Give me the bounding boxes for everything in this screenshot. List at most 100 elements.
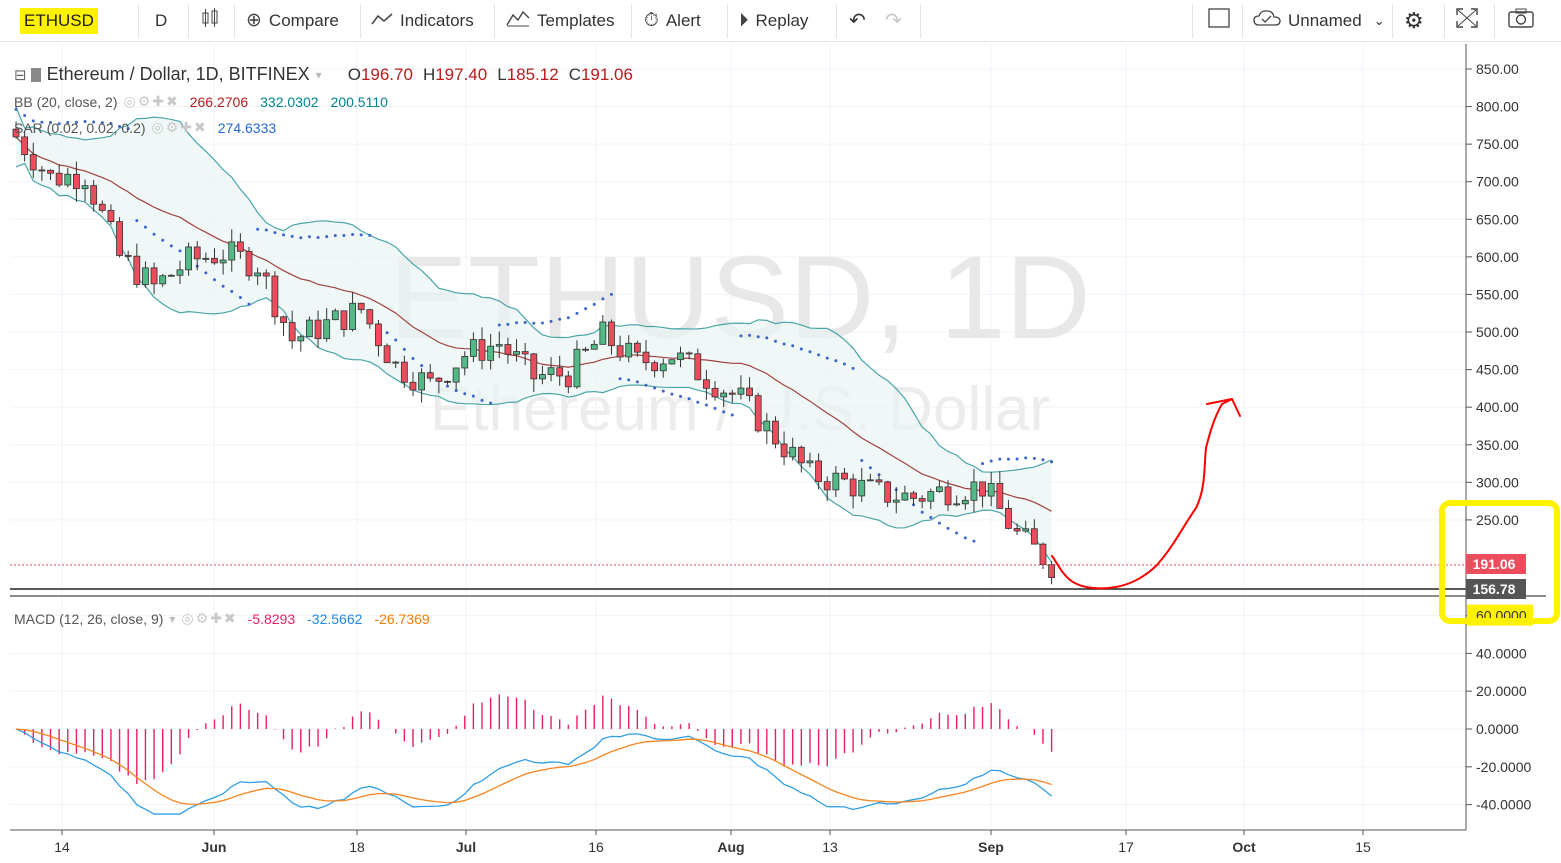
chart-style-button[interactable] — [200, 0, 227, 41]
layout-menu-button[interactable]: Unnamed ⌄ — [1253, 0, 1385, 41]
snapshot-button[interactable] — [1508, 0, 1534, 41]
candle — [582, 346, 589, 352]
fullscreen-button[interactable] — [1208, 0, 1230, 41]
candle — [21, 130, 29, 162]
candle — [979, 481, 986, 508]
sar-dot — [817, 353, 821, 357]
settings-button[interactable]: ⚙ — [1404, 0, 1424, 41]
candle — [150, 262, 158, 295]
ohlc-open: O196.70 — [347, 64, 413, 84]
sar-dot — [273, 231, 277, 235]
candle — [133, 243, 141, 288]
macd-menu-chevron-icon[interactable]: ▾ — [169, 611, 176, 626]
replay-button[interactable]: ⏵ Replay — [739, 0, 808, 41]
undo-button[interactable]: ↶ — [849, 0, 866, 41]
symbol-flag-icon — [30, 67, 41, 82]
candle — [107, 204, 115, 225]
price-tick-label: 550.00 — [1476, 286, 1519, 302]
bb-legend-buttons-icon[interactable]: ◎⚙✚✖ — [123, 93, 180, 109]
compare-label: Compare — [268, 10, 339, 30]
expand-button[interactable] — [1456, 0, 1478, 41]
candle — [262, 269, 270, 289]
interval-button[interactable]: D — [155, 0, 167, 41]
sar-legend-buttons-icon[interactable]: ◎⚙✚✖ — [151, 119, 208, 135]
candle — [987, 471, 995, 507]
templates-button[interactable]: Templates — [506, 0, 614, 41]
ohlc-high: H197.40 — [422, 64, 488, 84]
bb-legend[interactable]: BB (20, close, 2) ◎⚙✚✖ 266.2706 332.0302… — [14, 93, 388, 110]
sar-dot — [981, 462, 985, 466]
candle — [495, 331, 503, 359]
candle — [944, 480, 952, 512]
symbol-search[interactable]: ETHUSD — [20, 0, 98, 41]
candle — [754, 392, 762, 433]
macd-legend[interactable]: MACD (12, 26, close, 9) ▾ ◎⚙✚✖ -5.8293 -… — [14, 610, 430, 627]
candle — [970, 468, 978, 513]
redo-button[interactable]: ↷ — [885, 0, 902, 41]
sar-dot — [661, 389, 665, 393]
sar-dot — [748, 333, 752, 337]
forecast-arrow-drawing[interactable] — [1051, 398, 1241, 590]
price-axis[interactable]: 850.00 800.00 750.00 700.00 650.00 600.00 550.… — [1466, 61, 1519, 528]
sar-dot — [212, 278, 216, 282]
candle — [116, 217, 123, 258]
sar-dot — [204, 271, 208, 275]
ohlc-close: C191.06 — [568, 64, 633, 84]
candle — [780, 431, 788, 466]
candle — [280, 315, 287, 336]
candle — [772, 416, 779, 449]
sar-dot — [609, 292, 613, 296]
candle — [642, 340, 650, 371]
sar-dot — [420, 364, 424, 368]
candle — [193, 241, 201, 271]
candle — [866, 473, 874, 482]
sar-dot — [998, 457, 1002, 461]
candle — [651, 360, 659, 378]
candle — [625, 335, 633, 363]
sar-dot — [756, 335, 760, 339]
sar-dot — [963, 536, 967, 540]
parabolic-sar — [14, 107, 1054, 543]
sar-dot — [989, 459, 993, 463]
sar-dot — [851, 366, 855, 370]
collapse-legend-icon[interactable]: ⊟ — [14, 66, 27, 84]
price-tick-label: 350.00 — [1476, 437, 1519, 453]
candle — [720, 389, 728, 407]
bb-lower-line — [15, 162, 1053, 564]
candle — [375, 319, 382, 357]
candle — [400, 355, 408, 388]
sar-legend[interactable]: SAR (0.02, 0.02, 0.2) ◎⚙✚✖ 274.6333 — [14, 119, 276, 136]
legend-menu-chevron-icon[interactable]: ▾ — [315, 67, 322, 82]
last-price-label: 191.06 — [1473, 556, 1516, 572]
replay-icon: ⏵ — [739, 9, 749, 31]
candle — [469, 332, 477, 363]
sar-value: 274.6333 — [217, 119, 277, 136]
candle — [659, 358, 667, 378]
highlight-box-drawing[interactable] — [1439, 500, 1560, 624]
price-tick-label: 600.00 — [1476, 249, 1519, 265]
candle — [849, 473, 857, 509]
symbol-label[interactable]: ETHUSD — [20, 7, 98, 34]
series-title[interactable]: Ethereum / Dollar, 1D, BITFINEX — [46, 64, 310, 84]
sar-dot — [497, 323, 501, 327]
alert-button[interactable]: ⏱ Alert — [644, 0, 701, 41]
sar-dot — [282, 233, 286, 237]
macd-legend-buttons-icon[interactable]: ◎⚙✚✖ — [181, 610, 238, 626]
indicators-button[interactable]: Indicators — [371, 0, 474, 41]
price-tick-label: 500.00 — [1476, 324, 1519, 340]
sar-dot — [696, 400, 700, 404]
candle — [219, 249, 227, 275]
sar-dot — [411, 357, 415, 361]
sar-dot — [808, 350, 812, 354]
time-axis[interactable]: 14 Jun 18 Jul 16 Aug 13 Sep 17 Oct 15 — [54, 830, 1371, 855]
compare-button[interactable]: ⊕ Compare — [246, 0, 339, 41]
candle — [564, 370, 572, 394]
sar-dot — [463, 392, 467, 396]
macd-axis[interactable]: 60.000040.000020.00000.0000-20.0000-40.0… — [1466, 604, 1533, 813]
price-tick-label: 400.00 — [1476, 399, 1519, 415]
bb-upper-line — [15, 106, 1052, 473]
sar-dot — [169, 244, 173, 248]
candle — [228, 229, 236, 272]
sar-dot — [290, 234, 294, 238]
